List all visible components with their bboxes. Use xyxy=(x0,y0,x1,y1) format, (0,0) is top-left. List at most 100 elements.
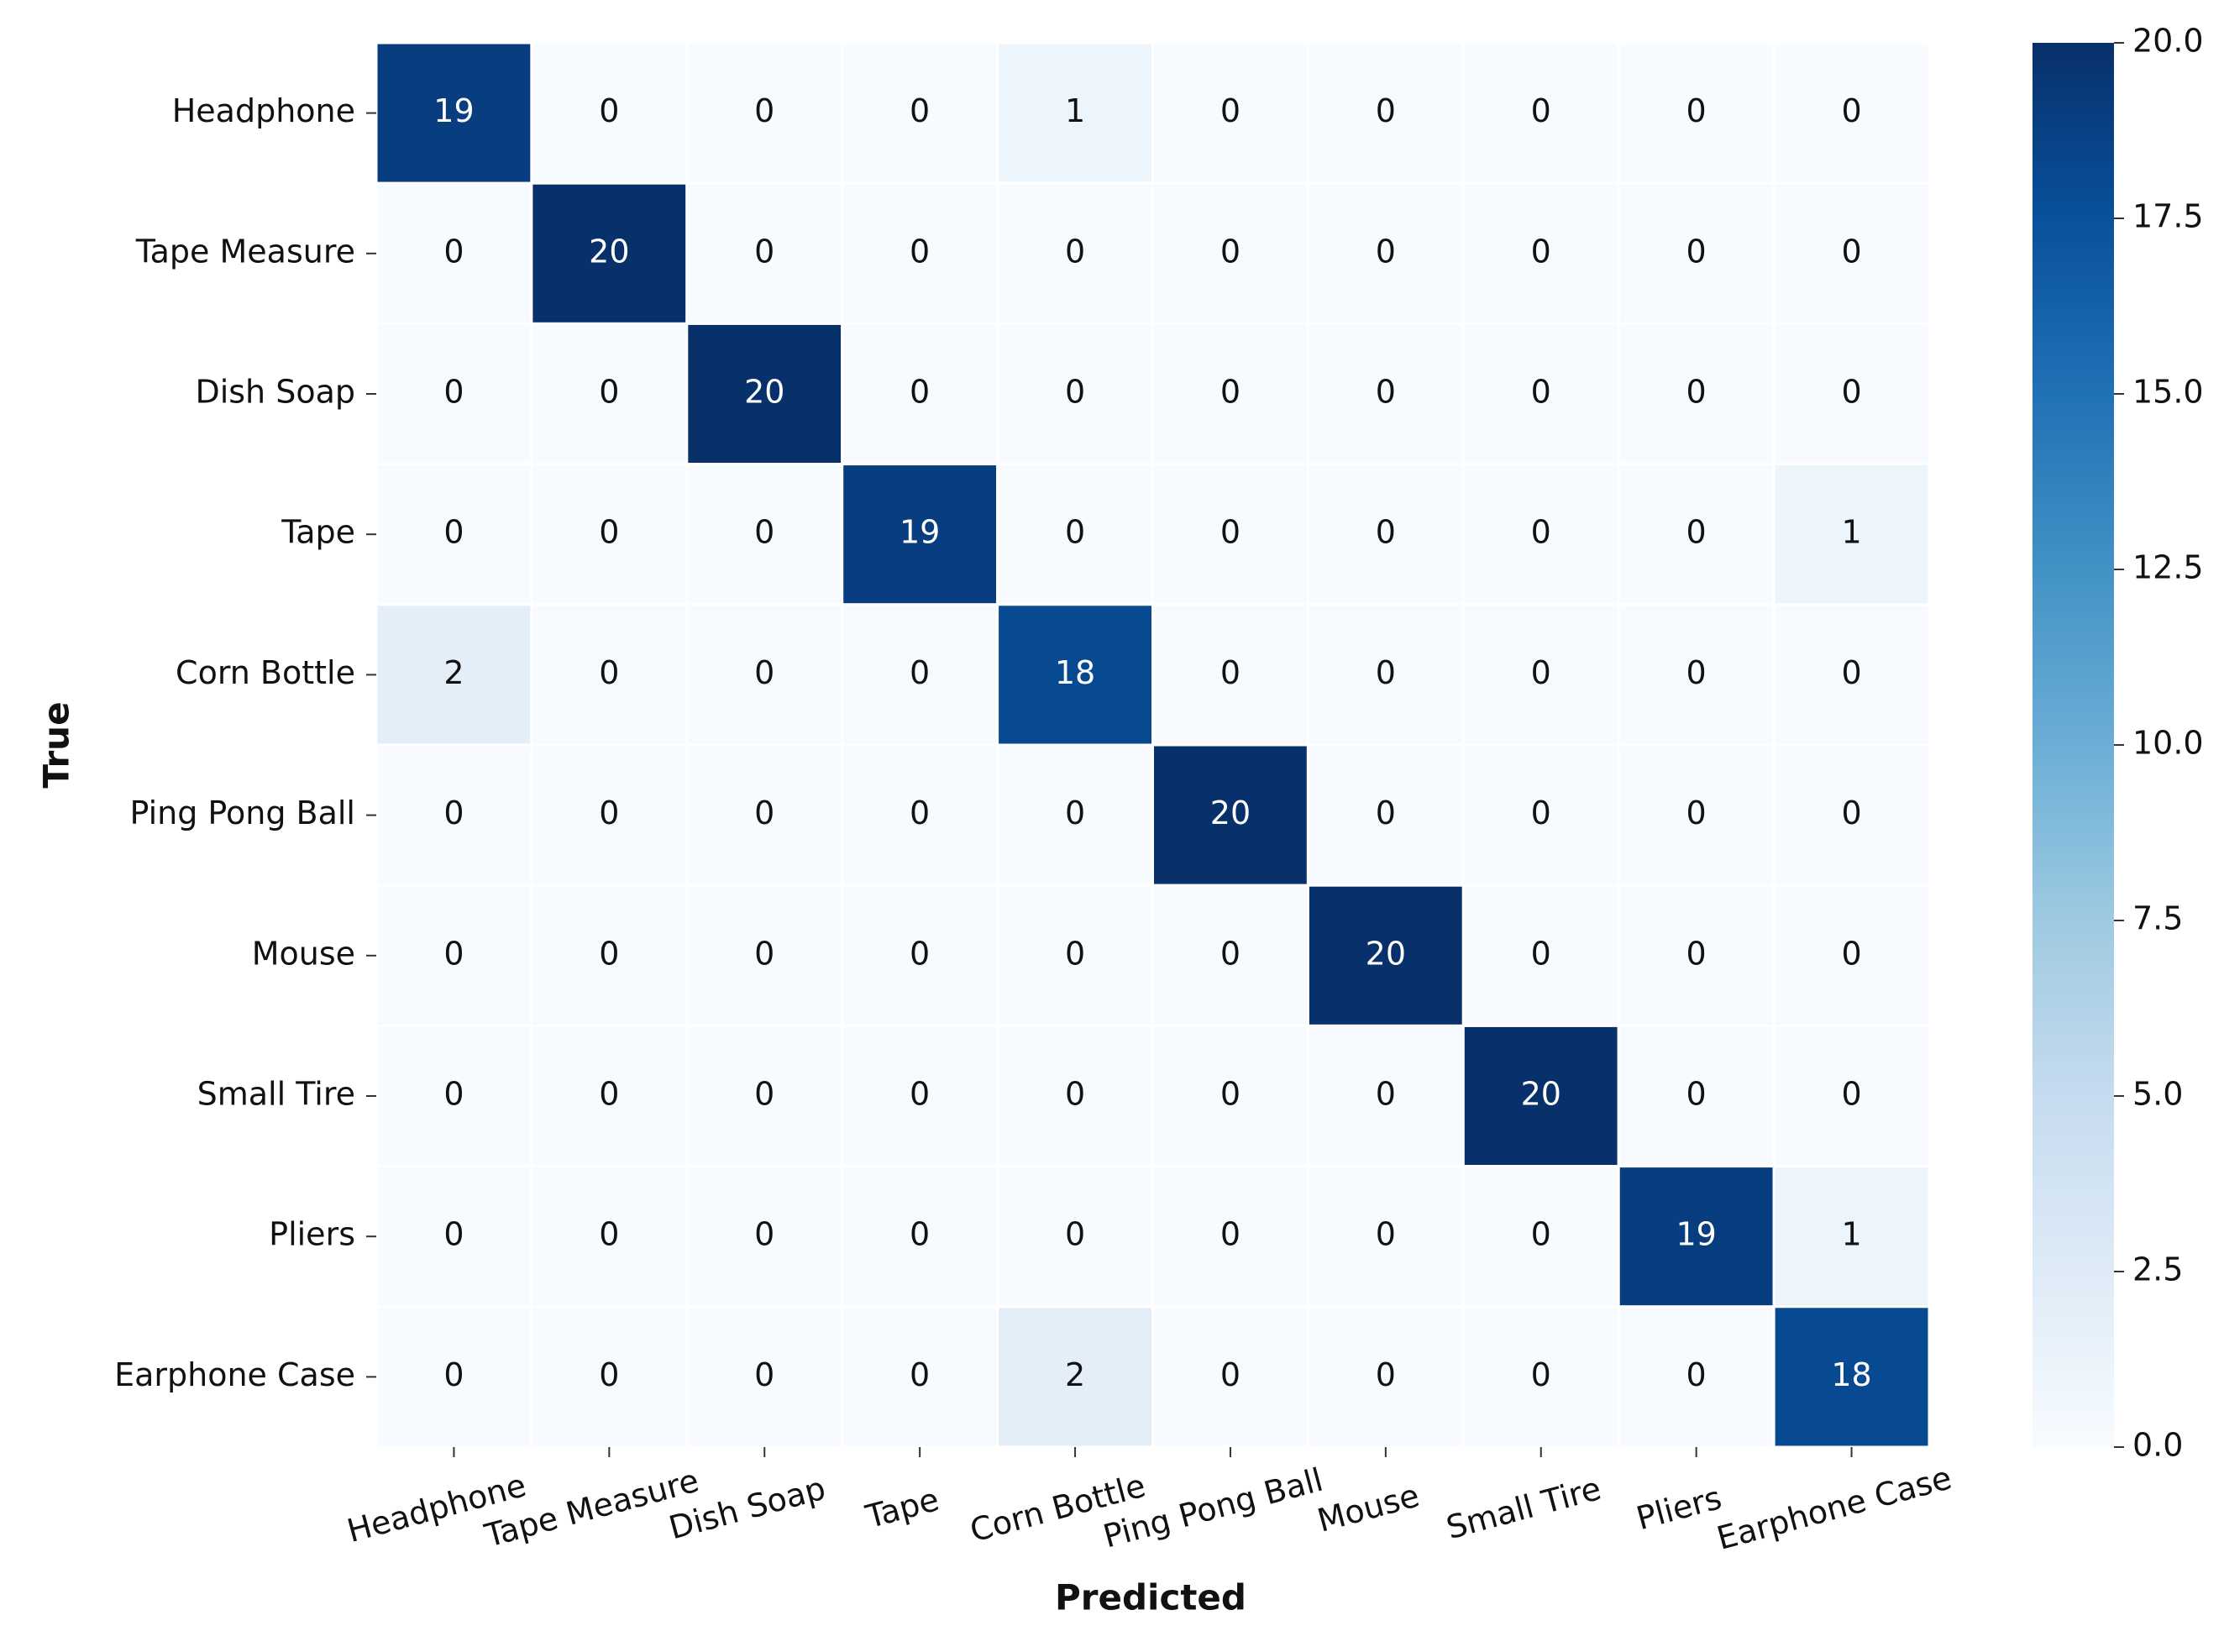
heatmap-cell xyxy=(375,463,533,606)
cell-label: 0 xyxy=(1531,1216,1551,1253)
heatmap-cell xyxy=(375,743,533,887)
heatmap-cell xyxy=(1617,1165,1776,1308)
heatmap-cell xyxy=(841,181,999,325)
heatmap-cell xyxy=(1306,1165,1465,1308)
x-tick-label: Tape xyxy=(861,1481,942,1535)
heatmap-cell xyxy=(685,743,844,887)
x-tick-label: Mouse xyxy=(1314,1476,1423,1539)
heatmap-cell xyxy=(841,743,999,887)
cell-label: 0 xyxy=(1065,233,1085,270)
cell-label: 19 xyxy=(1676,1216,1716,1253)
cell-label: 0 xyxy=(1686,514,1707,551)
cell-label: 0 xyxy=(754,92,774,129)
heatmap-cell xyxy=(1461,41,1620,185)
heatmap-cell xyxy=(530,603,689,747)
heatmap-cell xyxy=(1772,463,1931,606)
y-tick-label: Tape xyxy=(281,514,355,551)
cell-label: 0 xyxy=(754,654,774,691)
heatmap-cell xyxy=(1617,1305,1776,1449)
heatmap-cell xyxy=(375,41,533,185)
y-tick-label: Small Tire xyxy=(197,1076,355,1113)
cell-label: 0 xyxy=(1686,795,1707,831)
heatmap-cell xyxy=(685,1165,844,1308)
cell-label: 0 xyxy=(1376,1076,1396,1113)
heatmap-cell xyxy=(996,743,1154,887)
colorbar-tick-label: 12.5 xyxy=(2132,549,2204,586)
cell-label: 0 xyxy=(1065,1076,1085,1113)
heatmap-cell xyxy=(1617,743,1776,887)
cell-label: 0 xyxy=(1065,374,1085,411)
cell-label: 0 xyxy=(1686,654,1707,691)
cell-label: 0 xyxy=(1220,92,1241,129)
heatmap-cell xyxy=(1306,1305,1465,1449)
cell-label: 1 xyxy=(1841,1216,1861,1253)
cell-label: 0 xyxy=(599,654,619,691)
cell-label: 0 xyxy=(910,374,930,411)
cell-label: 0 xyxy=(1376,374,1396,411)
cell-label: 0 xyxy=(910,1216,930,1253)
cell-label: 0 xyxy=(1065,1216,1085,1253)
heatmap-cell xyxy=(685,41,844,185)
cell-label: 0 xyxy=(1220,1356,1241,1393)
cell-label: 0 xyxy=(599,92,619,129)
heatmap-cell xyxy=(530,322,689,466)
heatmap-cell xyxy=(1461,884,1620,1027)
cell-label: 0 xyxy=(443,1076,464,1113)
heatmap-cell xyxy=(841,1305,999,1449)
heatmap-cell xyxy=(1617,603,1776,747)
heatmap-cell xyxy=(996,1165,1154,1308)
cell-label: 0 xyxy=(910,92,930,129)
heatmap-cell xyxy=(375,322,533,466)
cell-label: 19 xyxy=(433,92,474,129)
colorbar-tick-label: 2.5 xyxy=(2132,1251,2183,1288)
cell-label: 20 xyxy=(1366,935,1406,972)
y-tick-label: Tape Measure xyxy=(135,233,355,270)
cell-label: 0 xyxy=(599,935,619,972)
heatmap-cell xyxy=(1772,603,1931,747)
heatmap-cell xyxy=(1306,884,1465,1027)
cell-label: 0 xyxy=(599,374,619,411)
x-axis-title: Predicted xyxy=(1055,1577,1246,1618)
heatmap-cell xyxy=(1772,181,1931,325)
cell-label: 18 xyxy=(1055,654,1095,691)
cell-label: 20 xyxy=(1210,795,1251,831)
x-tick-label: Small Tire xyxy=(1442,1470,1604,1546)
cell-label: 19 xyxy=(900,514,940,551)
cell-label: 0 xyxy=(1531,654,1551,691)
cell-label: 0 xyxy=(910,1356,930,1393)
heatmap-cell xyxy=(996,1305,1154,1449)
cell-label: 0 xyxy=(910,935,930,972)
cell-label: 18 xyxy=(1831,1356,1871,1393)
colorbar-tick-label: 7.5 xyxy=(2132,900,2183,937)
heatmap-cell xyxy=(1617,322,1776,466)
cell-label: 0 xyxy=(1376,514,1396,551)
cell-label: 0 xyxy=(754,1216,774,1253)
colorbar-tick-label: 10.0 xyxy=(2132,725,2204,762)
cell-label: 0 xyxy=(443,1356,464,1393)
heatmap-cell xyxy=(996,603,1154,747)
y-axis-title: True xyxy=(36,701,77,788)
cell-label: 0 xyxy=(1531,1356,1551,1393)
cell-label: 20 xyxy=(589,233,629,270)
heatmap-cell xyxy=(1151,884,1309,1027)
cell-label: 0 xyxy=(1531,795,1551,831)
heatmap-cell xyxy=(1151,743,1309,887)
heatmap-cell xyxy=(1461,322,1620,466)
colorbar-tick-label: 15.0 xyxy=(2132,374,2204,411)
cell-label: 0 xyxy=(1376,1356,1396,1393)
heatmap-cell xyxy=(1151,463,1309,606)
y-tick-label: Dish Soap xyxy=(195,374,355,411)
heatmap-cell xyxy=(1306,181,1465,325)
colorbar-tick-label: 5.0 xyxy=(2132,1076,2183,1113)
cell-label: 0 xyxy=(754,233,774,270)
cell-label: 0 xyxy=(443,935,464,972)
cell-label: 0 xyxy=(910,1076,930,1113)
cell-label: 0 xyxy=(599,1216,619,1253)
heatmap-cell xyxy=(1617,1024,1776,1168)
cell-label: 0 xyxy=(1531,374,1551,411)
cell-label: 0 xyxy=(443,1216,464,1253)
cell-label: 0 xyxy=(443,233,464,270)
colorbar-tick-label: 20.0 xyxy=(2132,23,2204,60)
heatmap-cell xyxy=(530,181,689,325)
cell-label: 0 xyxy=(1841,935,1861,972)
